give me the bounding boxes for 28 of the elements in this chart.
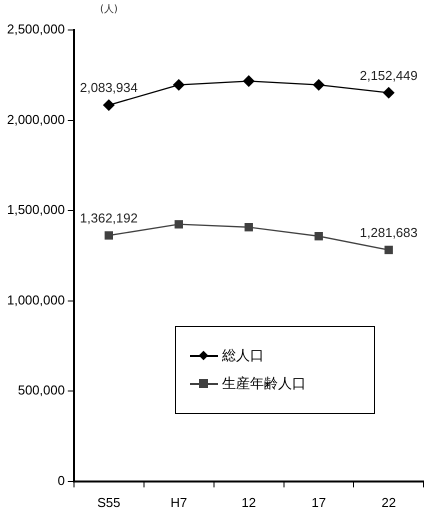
legend-label: 総人口 <box>222 347 264 365</box>
y-tick-label: 0 <box>58 472 65 488</box>
point <box>103 99 114 111</box>
point <box>313 79 324 91</box>
y-tick-label: 1,000,000 <box>6 292 65 308</box>
y-axis-title: (人) <box>100 3 118 16</box>
x-tick-label: S55 <box>97 494 120 510</box>
x-tick-label: 17 <box>312 494 326 510</box>
point <box>173 79 184 91</box>
data-label: 2,152,449 <box>360 68 418 83</box>
point <box>314 232 323 240</box>
x-tick-label: H7 <box>170 494 188 510</box>
point <box>174 220 183 228</box>
legend-label: 生産年齢人口 <box>222 375 306 393</box>
point <box>104 231 114 240</box>
data-label: 1,362,192 <box>80 210 138 226</box>
point <box>244 222 253 232</box>
x-tick-label: 22 <box>381 494 396 510</box>
point <box>384 246 393 254</box>
point <box>243 75 254 87</box>
y-tick-label: 2,000,000 <box>6 112 65 127</box>
y-tick-label: 1,500,000 <box>6 202 65 218</box>
data-label: 2,083,934 <box>80 80 138 96</box>
data-label: 1,281,683 <box>360 225 418 240</box>
x-tick-label: 12 <box>242 494 256 510</box>
point <box>383 87 394 98</box>
y-tick-label: 2,500,000 <box>6 22 65 37</box>
y-tick-label: 500,000 <box>18 382 65 398</box>
